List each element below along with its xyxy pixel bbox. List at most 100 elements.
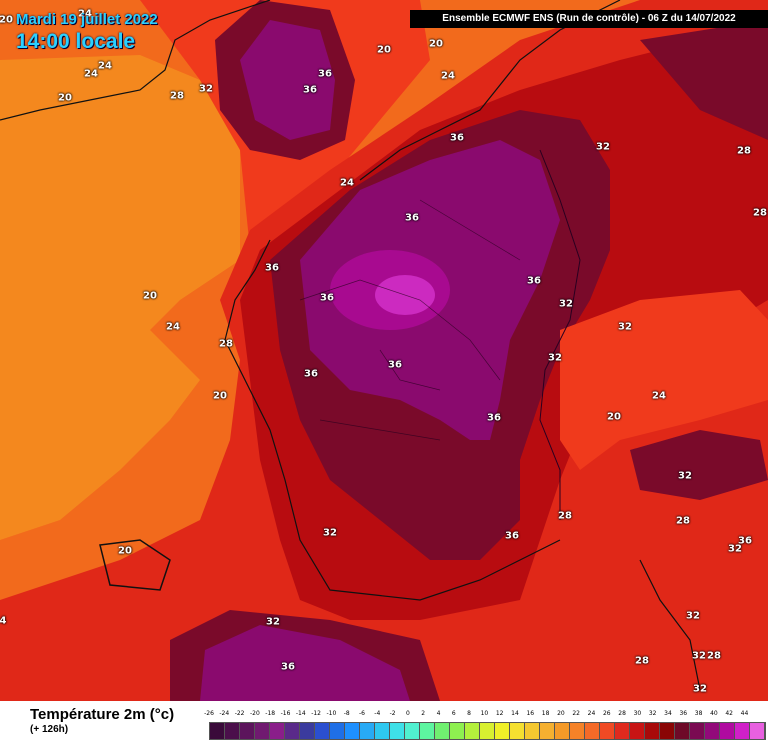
legend-swatch (300, 723, 315, 739)
isotherm-label: 32 (678, 470, 692, 482)
isotherm-label: 28 (737, 145, 751, 157)
isotherm-label: 20 (0, 14, 13, 26)
legend-tick-label: 42 (725, 710, 734, 717)
isotherm-label: 20 (118, 545, 132, 557)
isotherm-label: 36 (281, 661, 295, 673)
legend-tick-label: -24 (219, 710, 230, 717)
legend-swatch (735, 723, 750, 739)
isotherm-label: 36 (738, 535, 752, 547)
legend-tick-label: -10 (326, 710, 337, 717)
legend-tick-label: 34 (664, 710, 672, 717)
legend-swatch (405, 723, 420, 739)
isotherm-label: 28 (635, 655, 649, 667)
legend-tick-label: 14 (511, 710, 519, 717)
atlantic-zone (0, 55, 240, 540)
isotherm-label: 20 (607, 411, 621, 423)
isotherm-label: 24 (340, 177, 354, 189)
legend-tick-label: -16 (280, 710, 291, 717)
isotherm-label: 36 (265, 262, 279, 274)
england-hot-core (240, 20, 335, 140)
isotherm-label: 24 (441, 70, 455, 82)
coastline (0, 0, 271, 121)
isotherm-label: 32 (686, 610, 700, 622)
legend-swatch (705, 723, 720, 739)
legend-swatch (570, 723, 585, 739)
isotherm-label: 36 (320, 292, 334, 304)
legend-tick-label: 32 (648, 710, 657, 717)
legend-swatch (285, 723, 300, 739)
legend-swatch (600, 723, 615, 739)
isotherm-label: 24 (166, 321, 180, 333)
legend-tick-label: -2 (389, 710, 396, 717)
legend-tick-label: -22 (234, 710, 245, 717)
legend-swatch (315, 723, 330, 739)
isotherm-label: 36 (303, 84, 317, 96)
legend-color-bar (209, 722, 766, 740)
italy-hot-zone (630, 430, 768, 500)
isotherm-label: 32 (323, 527, 337, 539)
isotherm-label: 20 (213, 390, 227, 402)
legend-swatch (360, 723, 375, 739)
legend-tick-label: 28 (618, 710, 626, 717)
isotherm-label: 28 (676, 515, 690, 527)
legend-swatch (540, 723, 555, 739)
isotherm-label: 24 (84, 68, 98, 80)
legend-swatch (510, 723, 525, 739)
legend-tick-label: 22 (572, 710, 581, 717)
legend-tick-label: 36 (679, 710, 688, 717)
legend-tick-label: 4 (436, 710, 441, 717)
isotherm-label: 20 (377, 44, 391, 56)
legend-tick-label: -12 (311, 710, 321, 717)
forecast-date: Mardi 19 juillet 2022 (16, 11, 158, 28)
legend-tick-label: 30 (633, 710, 642, 717)
isotherm-label: 36 (388, 359, 402, 371)
legend-swatch (450, 723, 465, 739)
legend-tick-label: -20 (249, 710, 260, 717)
legend: Température 2m (°c) (+ 126h) -26 -24 -22 -2… (0, 701, 768, 742)
isotherm-label: 20 (58, 92, 72, 104)
legend-swatch (435, 723, 450, 739)
isotherm-label: 32 (728, 543, 742, 555)
legend-tick-label: 18 (541, 710, 550, 717)
isotherm-label: 24 (78, 8, 92, 20)
legend-tick-label: 38 (694, 710, 703, 717)
temperature-map: 20 24 24 24 20 28 32 36 36 20 20 24 36 32 28 28 24 36 36 20… (0, 0, 768, 701)
legend-tick-label: 40 (710, 710, 718, 717)
isotherm-label: 36 (527, 275, 541, 287)
legend-swatch (555, 723, 570, 739)
legend-swatch (615, 723, 630, 739)
coastline (639, 559, 701, 691)
isotherm-label: 32 (559, 298, 573, 310)
country-border (539, 149, 581, 520)
isotherm-label: 32 (548, 352, 562, 364)
isotherm-label: 28 (219, 338, 233, 350)
legend-tick-label: -14 (295, 710, 306, 717)
legend-tick-label: 44 (740, 710, 749, 717)
legend-subtitle: (+ 126h) (30, 724, 69, 735)
legend-swatch (330, 723, 345, 739)
legend-swatch (525, 723, 540, 739)
isotherm-label: 20 (143, 290, 157, 302)
isotherm-label: 36 (405, 212, 419, 224)
legend-swatch (255, 723, 270, 739)
legend-swatch (690, 723, 705, 739)
isotherm-label: 36 (450, 132, 464, 144)
legend-tick-label: -18 (265, 710, 276, 717)
isotherm-label: 20 (429, 38, 443, 50)
isotherm-label: 32 (618, 321, 632, 333)
legend-tick-label: 16 (526, 710, 535, 717)
legend-swatch (585, 723, 600, 739)
legend-tick-label: 24 (587, 710, 596, 717)
legend-swatch (495, 723, 510, 739)
legend-swatch (240, 723, 255, 739)
isotherm-label: 28 (170, 90, 184, 102)
legend-swatch (390, 723, 405, 739)
legend-tick-label: 0 (405, 710, 410, 717)
legend-tick-label: 2 (421, 710, 426, 717)
legend-swatch (675, 723, 690, 739)
isotherm-label: 24 (652, 390, 666, 402)
island-outline (99, 539, 171, 591)
legend-title: Température 2m (°c) (30, 706, 175, 723)
legend-swatch (270, 723, 285, 739)
isotherm-label: 36 (505, 530, 519, 542)
